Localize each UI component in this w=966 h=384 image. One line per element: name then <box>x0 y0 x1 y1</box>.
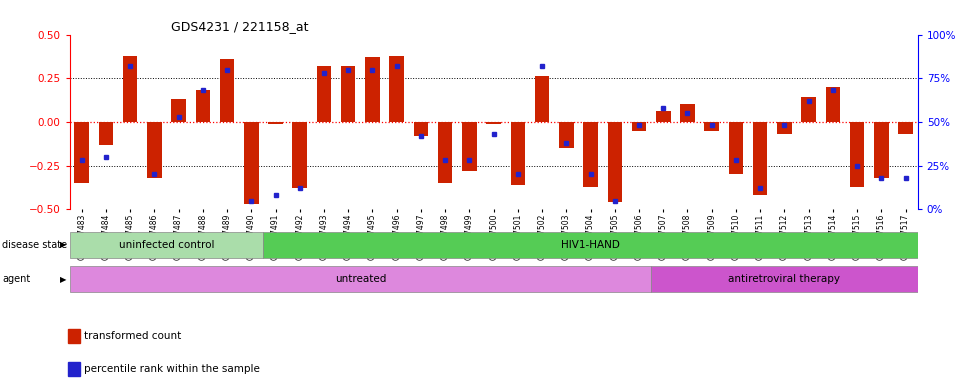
Text: ▶: ▶ <box>60 275 67 284</box>
Bar <box>244 122 259 204</box>
Bar <box>753 122 767 195</box>
Text: uninfected control: uninfected control <box>119 240 214 250</box>
Bar <box>802 98 816 122</box>
Bar <box>389 56 404 122</box>
Text: percentile rank within the sample: percentile rank within the sample <box>84 364 260 374</box>
Bar <box>317 66 331 122</box>
Bar <box>874 122 889 178</box>
Text: untreated: untreated <box>334 274 386 285</box>
Text: antiretroviral therapy: antiretroviral therapy <box>728 274 840 285</box>
Text: GDS4231 / 221158_at: GDS4231 / 221158_at <box>171 20 309 33</box>
Bar <box>341 66 355 122</box>
Bar <box>365 57 380 122</box>
Text: transformed count: transformed count <box>84 331 182 341</box>
Bar <box>264 232 918 258</box>
Bar <box>535 76 550 122</box>
Bar <box>147 122 161 178</box>
Bar <box>680 104 695 122</box>
Bar <box>195 91 210 122</box>
Bar <box>511 122 526 185</box>
Bar <box>898 122 913 134</box>
Bar <box>70 266 651 292</box>
Bar <box>583 122 598 187</box>
Bar <box>704 122 719 131</box>
Bar <box>632 122 646 131</box>
Bar <box>171 99 185 122</box>
Bar <box>293 122 307 188</box>
Text: ▶: ▶ <box>60 240 67 249</box>
Bar <box>74 122 89 183</box>
Bar <box>220 59 235 122</box>
Text: agent: agent <box>2 274 30 285</box>
Bar <box>608 122 622 202</box>
Bar <box>651 266 918 292</box>
Bar <box>559 122 574 148</box>
Bar <box>656 111 670 122</box>
Bar <box>269 122 283 124</box>
Bar <box>850 122 865 187</box>
Bar <box>413 122 428 136</box>
Bar <box>778 122 792 134</box>
Bar <box>99 122 113 145</box>
Bar <box>486 122 501 124</box>
Bar <box>70 232 264 258</box>
Bar <box>123 56 137 122</box>
Bar <box>438 122 452 183</box>
Text: disease state: disease state <box>2 240 67 250</box>
Bar <box>462 122 476 171</box>
Text: HIV1-HAND: HIV1-HAND <box>561 240 620 250</box>
Bar <box>826 87 840 122</box>
Bar <box>728 122 743 174</box>
